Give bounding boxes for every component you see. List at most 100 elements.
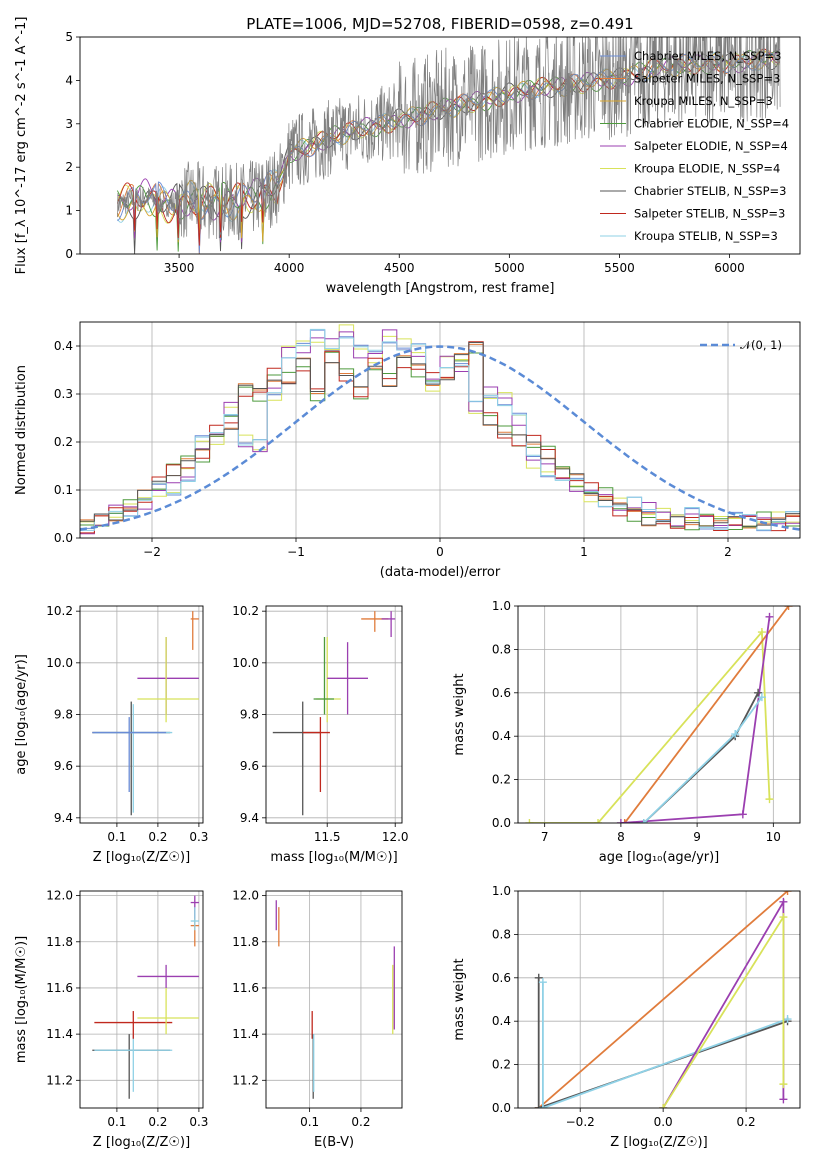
x-axis-label: Z [log₁₀(Z/Z☉)] xyxy=(93,1135,190,1150)
x-axis-label: wavelength [Angstrom, rest frame] xyxy=(326,281,555,296)
mass-vs-EBV-marks xyxy=(275,900,395,1099)
y-tick-label: 0.8 xyxy=(492,927,511,941)
weight-marker xyxy=(779,913,788,922)
x-tick-label: 7 xyxy=(541,830,549,844)
x-tick-label: 0.1 xyxy=(107,1115,126,1129)
weight-line xyxy=(538,891,789,1108)
axes-frame xyxy=(517,890,801,1109)
axes-frame xyxy=(79,36,801,255)
weight-vs-age-marks xyxy=(525,606,793,823)
y-tick-label: 0.4 xyxy=(492,729,511,743)
weight-marker xyxy=(538,1104,547,1108)
x-axis-label: (data-model)/error xyxy=(380,565,501,580)
y-tick-label: 9.8 xyxy=(240,708,259,722)
legend-entry: Salpeter ELODIE, N_SSP=4 xyxy=(634,139,788,153)
x-tick-label: 2 xyxy=(724,545,732,559)
x-tick-label: 10 xyxy=(766,830,781,844)
mass-vs-EBV-panel: 0.1 0.2 11.2 11.4 11.6 11.8 12.0 E(B-V) xyxy=(232,889,403,1150)
y-tick-label: 9.4 xyxy=(54,811,73,825)
y-tick-label: 10.0 xyxy=(46,656,73,670)
legend-entry: Salpeter STELIB, N_SSP=3 xyxy=(634,207,785,221)
y-tick-label: 11.8 xyxy=(46,935,73,949)
y-tick-label: 0.2 xyxy=(492,1058,511,1072)
x-axis-label: mass [log₁₀(M/M☉)] xyxy=(270,850,397,865)
age-vs-mass-panel: 11.5 12.0 9.4 9.6 9.8 10.0 10.2 mass [log₁₀(M/M… xyxy=(232,604,408,865)
y-tick-label: 0.6 xyxy=(492,686,511,700)
legend-entry: Chabrier STELIB, N_SSP=3 xyxy=(634,184,786,198)
weight-marker xyxy=(659,1104,668,1108)
axes-frame xyxy=(79,605,204,824)
y-tick-label: 5 xyxy=(65,30,73,44)
legend-entry: Chabrier MILES, N_SSP=3 xyxy=(634,49,781,63)
weight-marker xyxy=(534,1104,543,1108)
y-tick-label: 11.2 xyxy=(46,1073,73,1087)
x-axis-label: Z [log₁₀(Z/Z☉)] xyxy=(610,1135,707,1150)
y-tick-label: 11.6 xyxy=(46,981,73,995)
weight-marker xyxy=(594,819,603,823)
x-tick-label: 0.2 xyxy=(351,1115,370,1129)
y-tick-label: 3 xyxy=(65,117,73,131)
weight-marker xyxy=(783,891,792,895)
x-tick-label: 0.1 xyxy=(107,830,126,844)
y-tick-label: 0.0 xyxy=(492,816,511,830)
observed-spectrum xyxy=(117,37,781,241)
y-tick-label: 12.0 xyxy=(46,889,73,903)
weight-vs-Z-panel: −0.2 0.0 0.2 0.0 0.2 0.4 0.6 0.8 1.0 Z [log₁₀(Z/Z… xyxy=(452,884,801,1150)
weight-marker xyxy=(534,973,543,982)
weight-marker xyxy=(639,819,648,823)
spectrum-marks xyxy=(116,37,781,254)
y-axis-label: mass weight xyxy=(452,958,467,1040)
x-tick-label: 0.3 xyxy=(189,830,208,844)
y-tick-label: 11.4 xyxy=(46,1027,73,1041)
legend-entry: Kroupa MILES, N_SSP=3 xyxy=(634,94,773,108)
y-tick-label: 11.6 xyxy=(232,981,259,995)
axes-frame xyxy=(517,605,801,824)
age-vs-Z-marks xyxy=(92,611,199,816)
x-tick-label: 0.2 xyxy=(148,1115,167,1129)
y-tick-label: 9.4 xyxy=(240,811,259,825)
x-tick-label: 4000 xyxy=(274,261,305,275)
weight-line xyxy=(542,982,788,1108)
residuals-marks xyxy=(80,324,800,535)
axes-frame xyxy=(79,321,801,539)
y-tick-label: 9.6 xyxy=(54,759,73,773)
x-tick-label: 5000 xyxy=(494,261,525,275)
x-tick-label: 1 xyxy=(580,545,588,559)
weight-marker xyxy=(738,810,747,819)
y-tick-label: 9.8 xyxy=(54,708,73,722)
weight-line xyxy=(529,629,771,823)
y-axis-label: age [log₁₀(age/yr)] xyxy=(14,654,29,775)
legend-entry: Chabrier ELODIE, N_SSP=4 xyxy=(634,117,789,131)
weight-line xyxy=(623,606,790,823)
histogram-chabrier_stelib xyxy=(80,342,800,527)
y-tick-label: 0.1 xyxy=(54,483,73,497)
legend-entry: Salpeter MILES, N_SSP=3 xyxy=(634,72,780,86)
x-tick-label: 0.3 xyxy=(189,1115,208,1129)
weight-marker xyxy=(779,1095,788,1104)
weight-marker xyxy=(757,628,766,637)
y-tick-label: 0 xyxy=(65,247,73,261)
weight-marker xyxy=(784,606,793,610)
weight-marker xyxy=(765,795,774,804)
x-tick-label: 6000 xyxy=(714,261,745,275)
axes-frame xyxy=(265,605,403,824)
weight-marker xyxy=(783,1015,792,1024)
legend-entry: Kroupa STELIB, N_SSP=3 xyxy=(634,229,778,243)
x-tick-label: 4500 xyxy=(384,261,415,275)
x-tick-label: 0 xyxy=(436,545,444,559)
y-axis-label: mass [log₁₀(M/M☉)] xyxy=(14,936,29,1063)
x-tick-label: 5500 xyxy=(604,261,635,275)
x-tick-label: 12.0 xyxy=(382,830,409,844)
y-tick-label: 1.0 xyxy=(492,599,511,613)
x-axis-label: Z [log₁₀(Z/Z☉)] xyxy=(93,850,190,865)
y-axis-label: Flux [f_λ 10^-17 erg cm^-2 s^-1 A^-1] xyxy=(14,17,29,275)
x-tick-label: 9 xyxy=(693,830,701,844)
x-tick-label: 3500 xyxy=(164,261,195,275)
y-tick-label: 12.0 xyxy=(232,889,259,903)
weight-marker xyxy=(616,819,625,823)
weight-vs-Z-marks xyxy=(534,891,792,1108)
weight-marker xyxy=(779,1080,788,1089)
y-axis-label: mass weight xyxy=(452,673,467,755)
x-tick-label: 11.5 xyxy=(314,830,341,844)
age-vs-mass-marks xyxy=(272,611,396,816)
